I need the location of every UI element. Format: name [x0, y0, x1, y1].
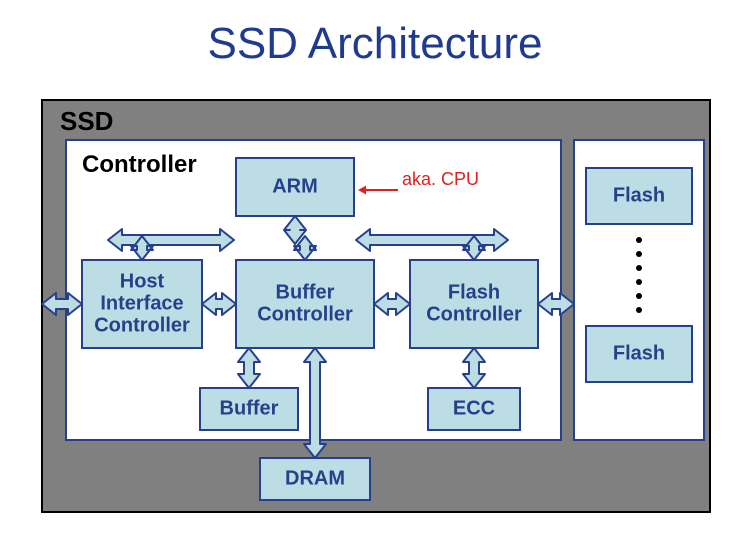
node-dram-label: DRAM	[285, 467, 345, 489]
flash-ellipsis-dot	[636, 307, 642, 313]
flash-ellipsis-dot	[636, 279, 642, 285]
flash-ellipsis-dot	[636, 293, 642, 299]
node-flashctrl-label: Controller	[426, 303, 522, 325]
node-host-label: Interface	[100, 292, 183, 314]
page-title: SSD Architecture	[207, 19, 542, 68]
node-flashctrl-label: Flash	[448, 281, 500, 303]
node-bufctrl-label: Buffer	[276, 281, 335, 303]
node-arm-label: ARM	[272, 175, 318, 197]
node-ecc-label: ECC	[453, 397, 495, 419]
node-flash2-label: Flash	[613, 342, 665, 364]
node-host-label: Controller	[94, 314, 190, 336]
ssd-label: SSD	[60, 106, 113, 136]
node-flash1-label: Flash	[613, 184, 665, 206]
cpu-annotation: aka. CPU	[402, 169, 479, 189]
node-buffer-label: Buffer	[220, 397, 279, 419]
node-bufctrl-label: Controller	[257, 303, 353, 325]
flash-ellipsis-dot	[636, 237, 642, 243]
node-host-label: Host	[120, 270, 165, 292]
controller-label: Controller	[82, 151, 197, 178]
flash-ellipsis-dot	[636, 265, 642, 271]
flash-ellipsis-dot	[636, 251, 642, 257]
